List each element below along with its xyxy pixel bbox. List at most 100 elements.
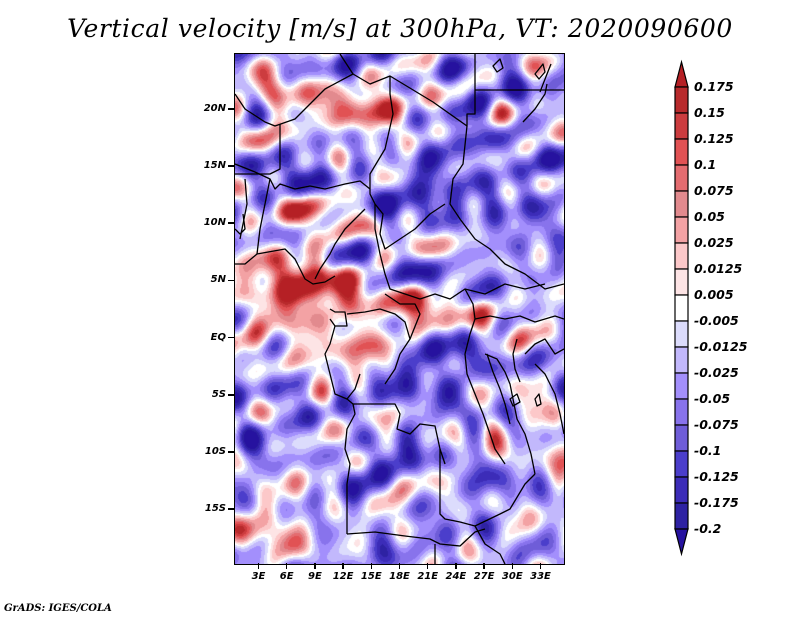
lake-outline [492,58,504,73]
border-line [369,76,446,250]
x-tick-label: 6E [279,571,294,582]
colorbar-level-label: 0.125 [694,131,734,146]
vertical-velocity-field [235,54,564,564]
colorbar-swatch [674,164,689,192]
x-tick-label: 9E [307,571,322,582]
x-tick-mark [342,563,344,569]
border-line [353,403,446,465]
x-tick-mark [511,563,514,569]
y-tick-label: 10S [204,445,226,457]
y-tick-label: 5N [210,274,226,286]
y-tick-mark [228,165,235,167]
colorbar-swatch [674,294,689,322]
x-tick-label: 24E [445,571,467,582]
map-panel [235,54,564,564]
colorbar-level-label: -0.005 [694,313,739,328]
colorbar-swatch [674,112,689,140]
colorbar [674,59,689,557]
border-line [449,125,564,290]
colorbar-level-label: 0.05 [694,209,725,224]
colorbar-level-label: -0.0125 [694,339,748,354]
border-line [539,63,552,93]
border-line [486,353,511,425]
y-tick-label: 20N [203,102,226,114]
colorbar-swatch [674,346,689,374]
colorbar-level-label: -0.05 [694,391,731,406]
x-tick-mark [257,563,260,569]
x-tick-label: 27E [473,571,495,582]
border-line [256,248,336,285]
colorbar-level-label: 0.0125 [694,261,743,276]
colorbar-level-label: -0.025 [694,365,739,380]
colorbar-swatch [674,86,689,114]
x-tick-label: 33E [530,571,551,582]
colorbar-level-label: -0.2 [694,521,722,536]
x-tick-label: 3E [251,571,266,582]
country-borders [235,54,564,564]
border-line [329,308,348,327]
colorbar-swatch [674,138,689,166]
x-tick-mark [314,563,316,569]
colorbar-swatch [674,450,689,478]
x-tick-label: 30E [501,571,523,582]
border-line [235,178,271,265]
colorbar-level-label: 0.005 [694,287,734,302]
border-line [374,204,546,300]
border-line [534,363,564,435]
colorbar-level-label: -0.125 [694,469,739,484]
colorbar-swatch [674,476,689,504]
border-line [235,54,476,127]
border-line [484,353,536,475]
colorbar-level-label: -0.175 [694,495,739,510]
border-line [522,83,548,123]
x-tick-mark [455,563,457,569]
lake-outline [534,393,542,407]
colorbar-swatch [674,320,689,348]
border-line [235,124,281,175]
y-tick-mark [228,508,235,510]
x-tick-label: 15E [360,571,382,582]
border-line [464,288,506,465]
x-tick-label: 12E [332,571,354,582]
x-tick-mark [370,563,373,569]
x-tick-label: 21E [417,571,439,582]
border-line [239,178,248,240]
y-tick-mark [228,222,235,224]
colorbar-level-label: -0.075 [694,417,739,432]
y-tick-mark [228,394,235,396]
colorbar-swatch [674,424,689,452]
grads-credit: GrADS: IGES/COLA [4,603,112,614]
border-line [474,525,506,564]
border-line [344,398,356,534]
y-tick-label: 15N [203,160,226,172]
colorbar-swatch [674,398,689,426]
colorbar-swatch [674,190,689,218]
x-tick-mark [398,563,401,569]
colorbar-level-label: 0.025 [694,235,734,250]
y-tick-label: EQ [210,331,226,343]
border-line [384,293,421,340]
colorbar-lower-extend [674,528,689,557]
x-tick-mark [483,563,485,569]
plot-title: Vertical velocity [m/s] at 300hPa, VT: 2… [67,14,733,43]
colorbar-swatch [674,216,689,244]
y-tick-label: 5S [211,388,226,400]
y-tick-mark [228,336,235,339]
x-tick-mark [426,563,429,569]
x-tick-label: 18E [389,571,410,582]
colorbar-swatch [674,242,689,270]
colorbar-level-label: 0.075 [694,183,734,198]
border-line [512,338,521,383]
border-line [474,315,564,323]
colorbar-swatch [674,502,689,530]
lake-outline [534,63,546,80]
border-line [314,208,366,280]
colorbar-swatch [674,372,689,400]
x-tick-mark [539,563,542,569]
colorbar-level-label: 0.15 [694,105,725,120]
border-line [235,213,246,235]
y-tick-mark [228,108,235,110]
border-line [339,54,354,75]
colorbar-level-label: -0.1 [694,443,722,458]
border-line [346,528,486,547]
